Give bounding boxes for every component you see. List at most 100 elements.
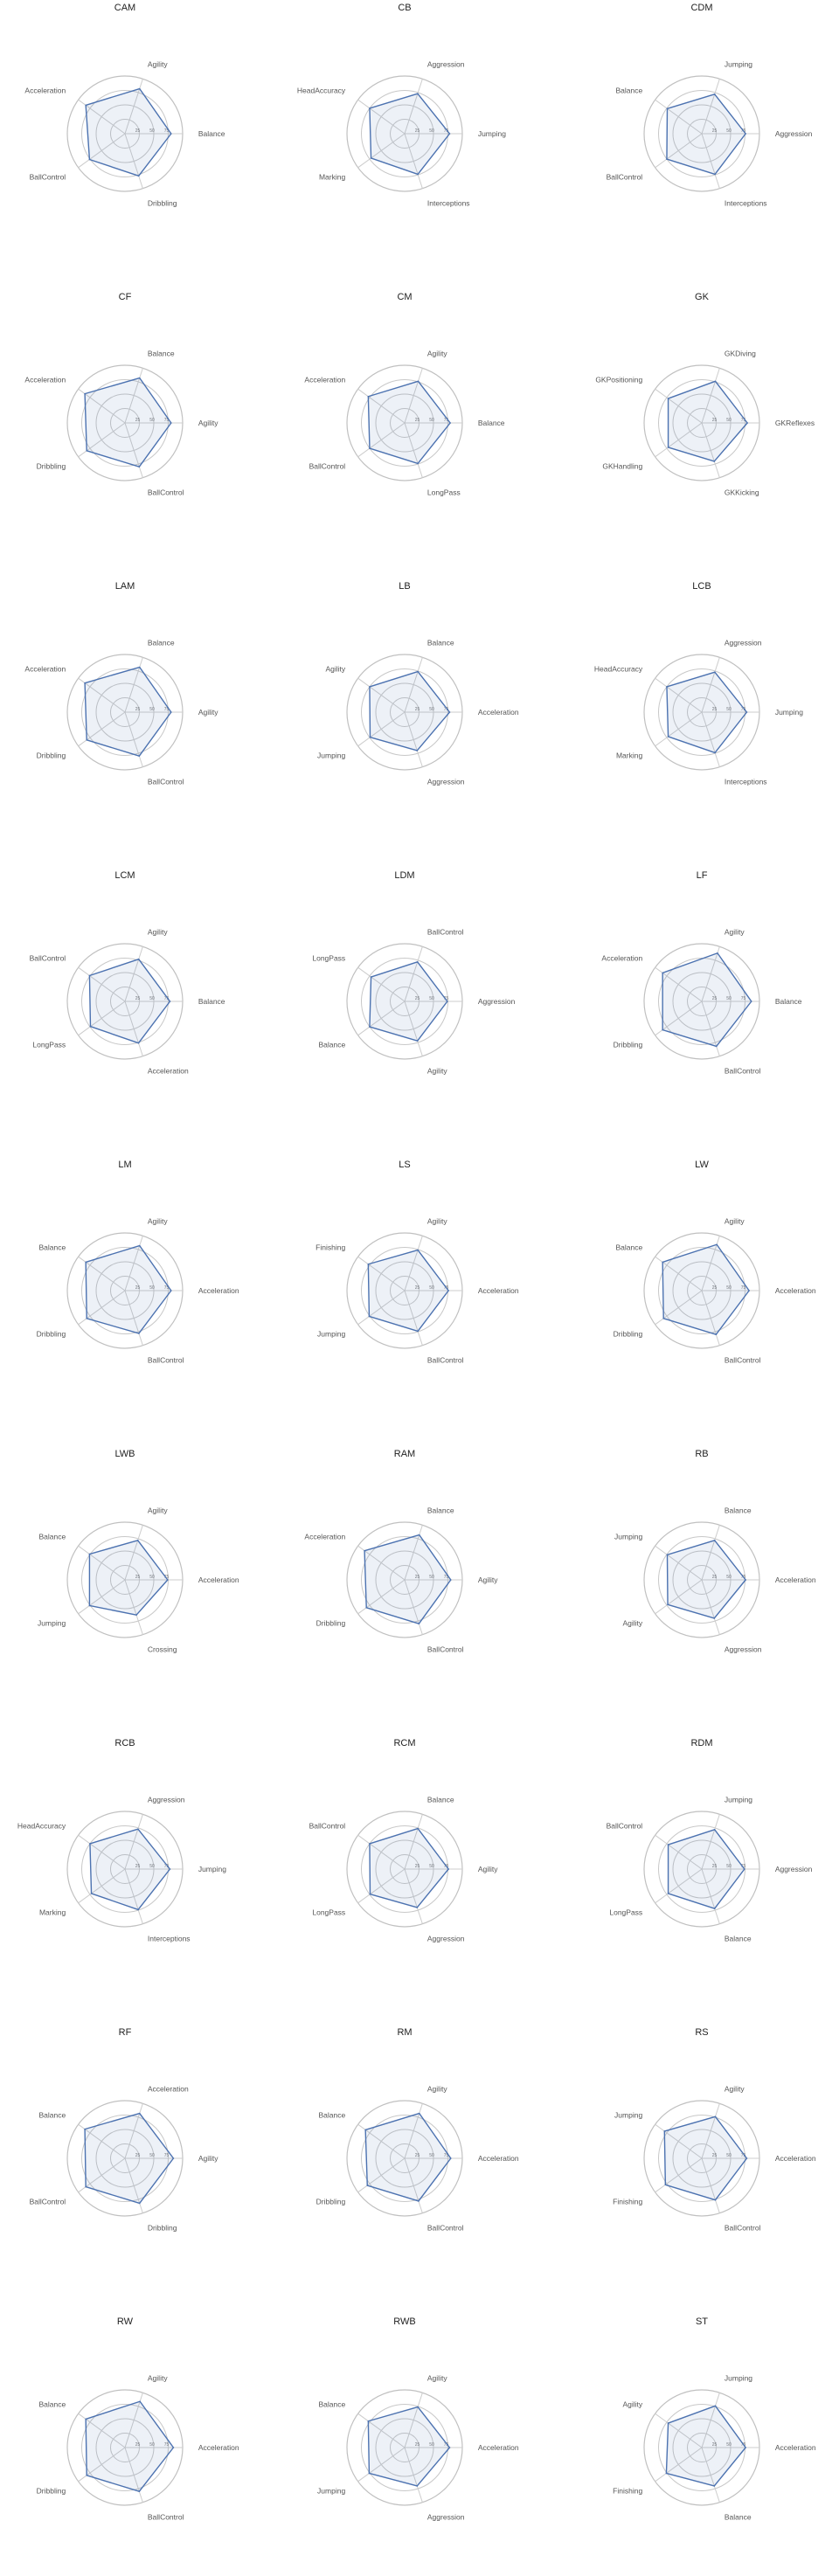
data-point <box>88 158 91 161</box>
axis-spoke <box>404 2392 423 2448</box>
series-polygon <box>667 1829 745 1909</box>
data-point <box>370 157 372 159</box>
radar-chart-lb: LB Acceleration Balance Agility Jumping Aggre… <box>317 581 519 786</box>
radar-chart-rcb: RCB Jumping Aggression HeadAccuracy Marking I… <box>17 1738 226 1943</box>
axis-label: LongPass <box>609 1908 642 1916</box>
axis-spoke <box>78 1868 126 1904</box>
axis-spoke <box>701 1525 720 1581</box>
data-point <box>418 2112 420 2115</box>
tick-label: 25 <box>135 707 141 712</box>
axis-label: Agility <box>725 1216 745 1225</box>
data-point <box>448 133 451 135</box>
data-point <box>367 395 370 398</box>
radar-chart-lcm: LCM Balance Agility BallControl LongPass Acce… <box>30 870 225 1076</box>
axis-label: Dribbling <box>37 751 66 759</box>
axis-label: Acceleration <box>304 376 345 384</box>
tick-label: 50 <box>726 1575 732 1580</box>
axis-label: Acceleration <box>148 1067 189 1076</box>
tick-label: 75 <box>164 707 170 712</box>
tick-label: 25 <box>712 2442 718 2448</box>
tick-label: 25 <box>135 1575 141 1580</box>
series-polygon <box>84 666 172 757</box>
data-point <box>86 2475 88 2476</box>
axis-label: Balance <box>615 1243 642 1252</box>
axis-spoke <box>655 388 703 424</box>
tick-label: 25 <box>712 128 718 134</box>
axis-label: Balance <box>38 1533 66 1541</box>
axis-spoke <box>701 368 720 424</box>
axis-label: BallControl <box>148 778 184 786</box>
data-point <box>135 1614 137 1616</box>
tick-label: 75 <box>444 418 449 423</box>
series-polygon <box>85 1244 172 1334</box>
tick-label: 50 <box>149 1575 155 1580</box>
series-polygon <box>85 2400 175 2492</box>
data-point <box>447 1001 448 1002</box>
axis-label: Agility <box>478 1575 498 1584</box>
axis-spoke <box>78 1290 126 1326</box>
axis-spoke <box>701 2157 720 2213</box>
tick-label: 75 <box>164 418 170 423</box>
radar-chart-cam: CAM Balance Agility Acceleration BallControl… <box>24 3 225 208</box>
axis-spoke <box>404 1001 423 1056</box>
axis-label: Balance <box>318 2400 345 2409</box>
axis-label: Acceleration <box>601 954 642 963</box>
axis-label: Dribbling <box>148 2224 177 2233</box>
data-point <box>663 2130 666 2132</box>
data-point <box>369 447 371 449</box>
tick-label: 75 <box>164 996 170 1001</box>
axis-label: Dribbling <box>614 1329 643 1338</box>
series-polygon <box>369 93 451 176</box>
data-point <box>746 422 748 424</box>
axis-spoke <box>78 677 126 713</box>
series-polygon <box>84 2112 175 2205</box>
axis-label: Agility <box>623 1618 643 1627</box>
axis-label: Jumping <box>614 1533 642 1541</box>
chart-title: LCM <box>114 870 135 881</box>
axis-label: Balance <box>427 1795 454 1804</box>
radar-chart-st: ST Acceleration Jumping Agility Finishing Bal… <box>613 2316 816 2522</box>
axis-label: Agility <box>427 1216 447 1225</box>
axis-label: Finishing <box>315 1243 345 1252</box>
tick-label: 25 <box>712 1285 718 1291</box>
tick-label: 25 <box>415 707 420 712</box>
axis-label: Agility <box>148 2373 168 2382</box>
axis-spoke <box>655 2123 703 2159</box>
data-point <box>417 2406 419 2408</box>
axis-label: Dribbling <box>148 199 177 208</box>
tick-label: 25 <box>415 2442 420 2448</box>
axis-spoke <box>357 1256 406 1291</box>
radar-chart-cdm: CDM Aggression Jumping Balance BallControl In… <box>607 3 813 208</box>
series-polygon <box>369 1827 449 1908</box>
tick-label: 50 <box>429 418 434 423</box>
series-polygon <box>84 377 172 467</box>
axis-label: BallControl <box>309 1822 346 1831</box>
tick-label: 75 <box>164 1864 170 1869</box>
axis-spoke <box>701 1001 720 1056</box>
data-point <box>748 1290 750 1291</box>
data-point <box>417 462 419 465</box>
axis-spoke <box>357 388 406 424</box>
axis-label: LongPass <box>32 1040 66 1049</box>
data-point <box>449 422 451 424</box>
axis-spoke <box>655 133 703 169</box>
tick-label: 75 <box>164 1575 170 1580</box>
data-point <box>416 750 419 751</box>
axis-label: Acceleration <box>478 2154 519 2163</box>
axis-label: Acceleration <box>478 708 519 717</box>
axis-label: LongPass <box>312 954 345 963</box>
axis-spoke <box>124 1525 143 1581</box>
axis-label: Aggression <box>775 1865 813 1873</box>
data-point <box>85 1261 87 1264</box>
axis-label: Finishing <box>613 2486 642 2495</box>
axis-spoke <box>78 711 126 747</box>
axis-label: Jumping <box>478 129 506 138</box>
series-polygon <box>88 958 171 1044</box>
axis-spoke <box>701 422 720 478</box>
axis-label: Balance <box>38 1243 66 1252</box>
data-point <box>662 1318 665 1319</box>
axis-label: Jumping <box>614 2111 642 2120</box>
axis-spoke <box>357 1579 406 1615</box>
axis-spoke <box>404 711 423 767</box>
